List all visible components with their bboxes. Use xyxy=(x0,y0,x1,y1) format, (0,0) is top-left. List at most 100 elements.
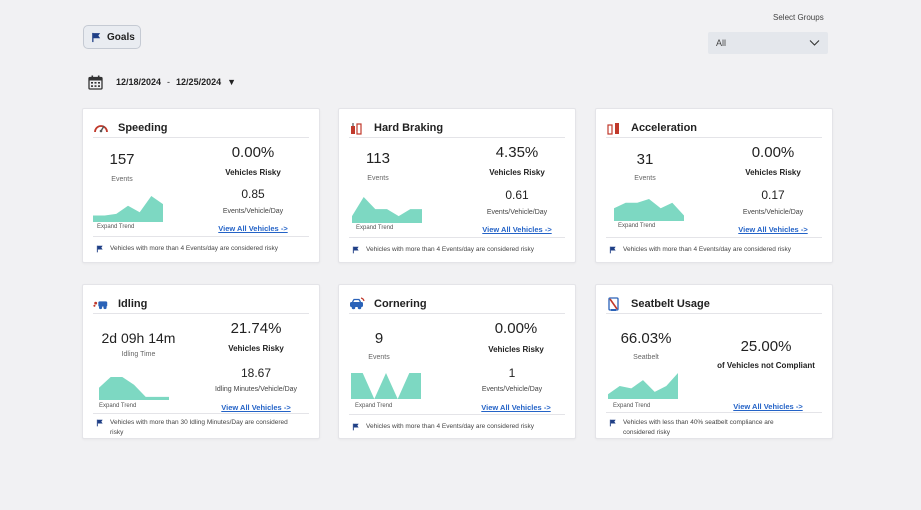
risk-note-text: Vehicles with more than 4 Events/day are… xyxy=(110,245,279,252)
card-speeding: Speeding 157 Events 0.00% Vehicles Risky… xyxy=(82,108,320,263)
vehicles-risky-percent: 21.74% xyxy=(230,320,282,337)
events-per-vehicle-label: Events/Vehicle/Day xyxy=(222,208,284,215)
trend-sparkline[interactable] xyxy=(93,194,163,222)
divider xyxy=(606,313,822,314)
card-title: Acceleration xyxy=(631,122,698,134)
events-per-vehicle-value: 0.61 xyxy=(505,188,529,202)
expand-trend-link[interactable]: Expand Trend xyxy=(613,403,651,409)
events-per-vehicle-value: 0.17 xyxy=(761,188,785,202)
divider xyxy=(606,412,822,413)
risk-note: Vehicles with more than 30 Idling Minute… xyxy=(96,418,309,438)
idling-icon xyxy=(93,301,108,310)
vehicles-risky-label: Vehicles Risky xyxy=(488,345,544,354)
divider xyxy=(93,413,309,414)
divider xyxy=(349,137,565,138)
vehicles-risky-percent: 4.35% xyxy=(495,144,539,161)
date-separator: - xyxy=(167,77,171,87)
vehicles-risky-label: Vehicles Risky xyxy=(489,168,545,177)
seatbelt-label: Seatbelt xyxy=(633,354,659,361)
trend-sparkline[interactable] xyxy=(352,195,422,223)
speedometer-icon xyxy=(94,125,108,133)
view-all-vehicles-link[interactable]: View All Vehicles -> xyxy=(733,402,803,411)
events-label: Events xyxy=(367,175,389,182)
divider xyxy=(606,237,822,238)
trend-sparkline[interactable] xyxy=(351,371,421,399)
events-label: Events xyxy=(634,175,656,182)
risk-note-text: Vehicles with more than 4 Events/day are… xyxy=(623,246,792,253)
flag-icon xyxy=(352,423,359,431)
card-title: Idling xyxy=(118,298,148,310)
trend-sparkline[interactable] xyxy=(608,371,678,399)
flag-icon xyxy=(96,419,103,427)
expand-trend-link[interactable]: Expand Trend xyxy=(97,224,135,230)
goals-label: Goals xyxy=(107,31,135,43)
trend-area xyxy=(93,196,163,222)
group-select-value: All xyxy=(716,38,727,48)
accelerator-icon xyxy=(607,123,619,135)
card-idling: Idling 2d 09h 14m Idling Time 21.74% Veh… xyxy=(82,284,320,439)
view-all-vehicles-link[interactable]: View All Vehicles -> xyxy=(218,224,288,233)
risk-note-text: Vehicles with more than 4 Events/day are… xyxy=(366,423,535,430)
card-title: Speeding xyxy=(118,122,168,134)
not-compliant-label: of Vehicles not Compliant xyxy=(717,361,815,370)
events-per-vehicle-value: 1 xyxy=(508,366,516,380)
vehicles-risky-label: Vehicles Risky xyxy=(228,344,284,353)
trend-area xyxy=(351,373,421,399)
expand-trend-link[interactable]: Expand Trend xyxy=(618,223,656,229)
card-hard-braking: Hard Braking 113 Events 4.35% Vehicles R… xyxy=(338,108,576,263)
view-all-vehicles-link[interactable]: View All Vehicles -> xyxy=(482,225,552,234)
view-all-vehicles-link[interactable]: View All Vehicles -> xyxy=(221,403,291,412)
idling-minutes-value: 18.67 xyxy=(240,366,272,380)
card-cornering: Cornering 9 Events 0.00% Vehicles Risky … xyxy=(338,284,576,439)
calendar-icon xyxy=(88,75,103,90)
date-range-picker[interactable]: 12/18/2024 - 12/25/2024 ▼ xyxy=(88,73,236,91)
divider xyxy=(93,313,309,314)
events-label: Events xyxy=(111,176,133,183)
seatbelt-value: 66.03% xyxy=(620,330,672,347)
divider xyxy=(93,236,309,237)
flag-icon xyxy=(609,419,616,427)
flag-icon xyxy=(92,32,101,42)
card-acceleration: Acceleration 31 Events 0.00% Vehicles Ri… xyxy=(595,108,833,263)
events-value: 31 xyxy=(636,151,654,168)
not-compliant-percent: 25.00% xyxy=(740,338,792,355)
date-end: 12/25/2024 xyxy=(176,77,222,87)
events-per-vehicle-label: Events/Vehicle/Day xyxy=(486,209,548,216)
card-seatbelt-usage: Seatbelt Usage 66.03% Seatbelt 25.00% of… xyxy=(595,284,833,439)
idling-time-value: 2d 09h 14m xyxy=(101,330,176,346)
caret-down-icon[interactable]: ▼ xyxy=(227,77,237,87)
card-title: Hard Braking xyxy=(374,122,444,134)
flag-icon xyxy=(609,246,616,254)
risk-note-text: Vehicles with more than 4 Events/day are… xyxy=(366,246,535,253)
trend-sparkline[interactable] xyxy=(614,197,684,221)
idling-time-label: Idling Time xyxy=(121,351,156,358)
date-start: 12/18/2024 xyxy=(116,77,162,87)
divider xyxy=(349,313,565,314)
expand-trend-link[interactable]: Expand Trend xyxy=(355,403,393,409)
trend-sparkline[interactable] xyxy=(99,375,169,400)
vehicles-risky-percent: 0.00% xyxy=(751,144,795,161)
idling-minutes-label: Idling Minutes/Vehicle/Day xyxy=(214,386,298,393)
events-label: Events xyxy=(368,354,390,361)
expand-trend-link[interactable]: Expand Trend xyxy=(99,403,137,409)
events-per-vehicle-label: Events/Vehicle/Day xyxy=(742,209,804,216)
flag-icon xyxy=(96,245,103,253)
goals-button[interactable]: Goals xyxy=(83,25,141,49)
risk-note: Vehicles with more than 4 Events/day are… xyxy=(609,245,822,255)
events-value: 113 xyxy=(366,150,390,167)
group-select[interactable]: All xyxy=(708,32,828,54)
view-all-vehicles-link[interactable]: View All Vehicles -> xyxy=(738,225,808,234)
card-title: Cornering xyxy=(374,298,427,310)
risk-note-text: Vehicles with more than 30 Idling Minute… xyxy=(110,419,288,436)
events-value: 157 xyxy=(109,151,135,168)
view-all-vehicles-link[interactable]: View All Vehicles -> xyxy=(481,403,551,412)
trend-area xyxy=(608,373,678,399)
seatbelt-icon xyxy=(608,297,619,311)
expand-trend-link[interactable]: Expand Trend xyxy=(356,225,394,231)
trend-area xyxy=(614,199,684,221)
vehicles-risky-percent: 0.00% xyxy=(231,144,275,161)
vehicles-risky-label: Vehicles Risky xyxy=(745,168,801,177)
flag-icon xyxy=(352,246,359,254)
vehicles-risky-label: Vehicles Risky xyxy=(225,168,281,177)
divider xyxy=(606,137,822,138)
